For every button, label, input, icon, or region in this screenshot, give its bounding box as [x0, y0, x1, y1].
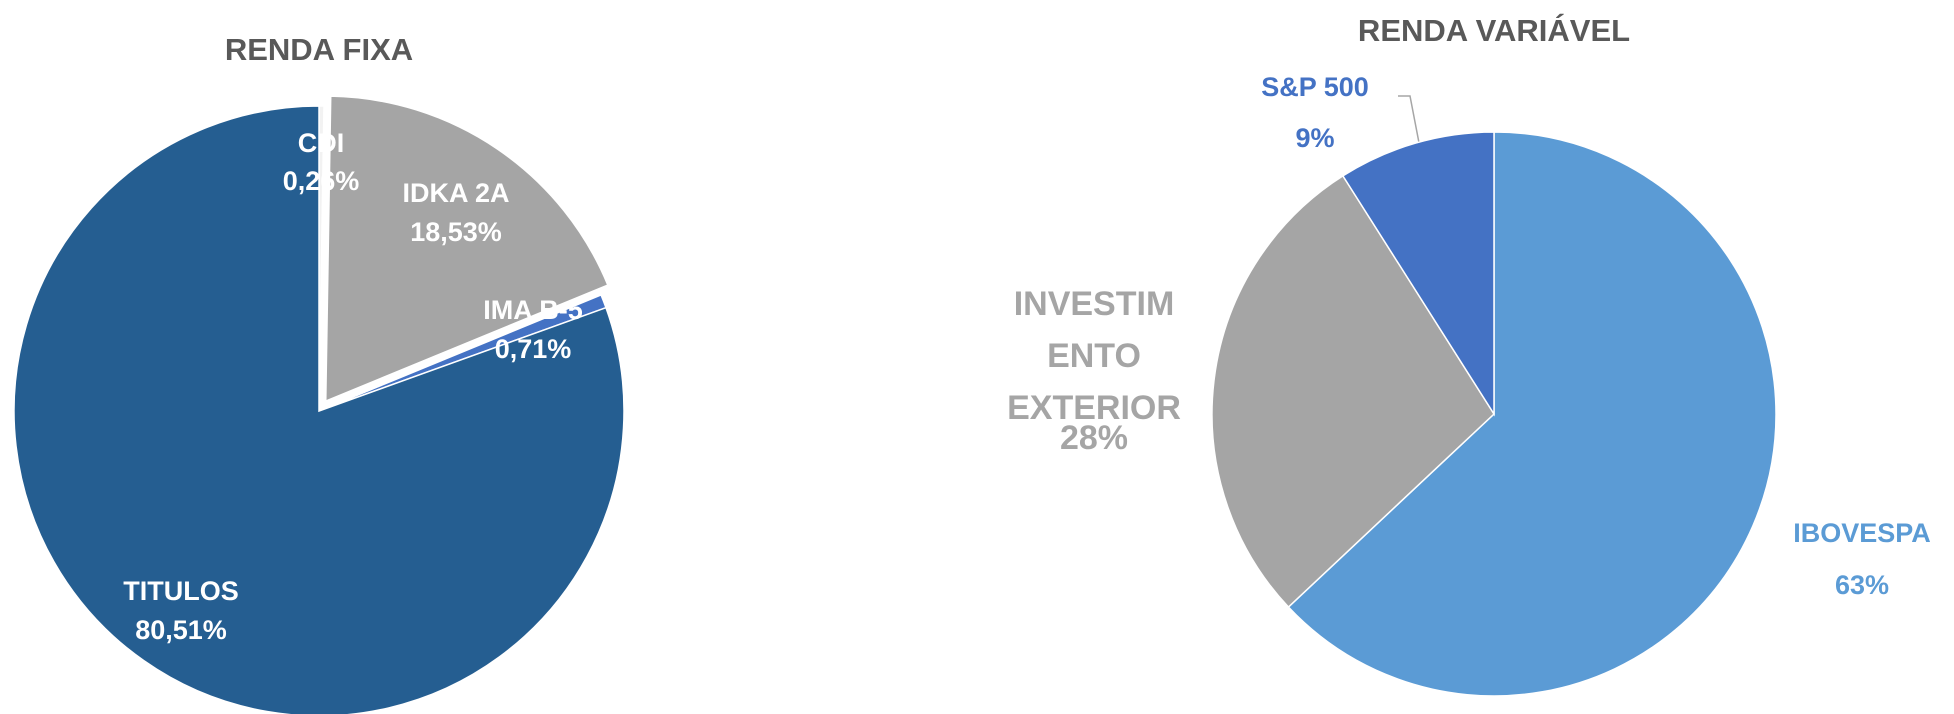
chart-title: RENDA VARIÁVEL: [1357, 13, 1631, 48]
slice-label: IDKA 2A: [402, 178, 510, 208]
slice-label: IMA B-5: [483, 295, 583, 325]
pie-slice: [13, 105, 625, 714]
pie-slice: [1341, 131, 1495, 417]
pie-slice: [324, 95, 609, 403]
slice-value-label: 0,26%: [282, 166, 360, 196]
slice-value-label: 0,71%: [494, 334, 572, 364]
slice-label: IBOVESPA: [1793, 518, 1931, 548]
slice-value-label: 9%: [1295, 123, 1335, 153]
slice-label: CDI: [297, 128, 345, 158]
leader-line: [1398, 95, 1421, 149]
chart-title: RENDA FIXA: [224, 32, 414, 67]
slice-label: INVESTIMENTO EXTERIOR: [1007, 285, 1181, 427]
pie-slice: [1211, 174, 1495, 609]
slice-value-label: 63%: [1834, 570, 1890, 600]
slice-label: S&P 500: [1261, 72, 1369, 102]
slice-value-label: 18,53%: [410, 217, 502, 247]
slice-value-label: 28%: [1059, 419, 1129, 457]
slice-value-label: 80,51%: [135, 615, 227, 645]
slice-label: TITULOS: [123, 576, 239, 606]
pie-slice: [1287, 131, 1777, 697]
